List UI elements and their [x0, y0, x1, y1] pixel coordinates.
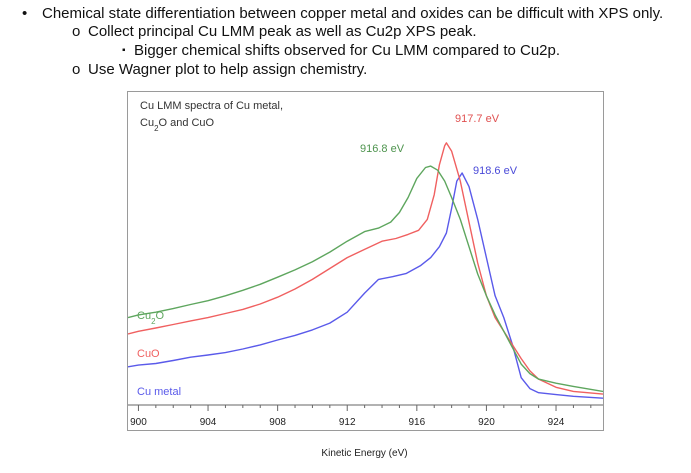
bullet-text: Collect principal Cu LMM peak as well as… — [88, 23, 477, 40]
series-line — [128, 165, 603, 393]
bullet-marker: o — [72, 23, 81, 40]
bullet-item: • Chemical state differentiation between… — [22, 4, 664, 25]
x-tick-label: 920 — [478, 417, 495, 428]
spectra-chart: 900 904 908 912 916 920 924 Cu LMM spectra of C… — [128, 100, 603, 428]
bullet-marker: • — [22, 5, 28, 22]
bullet-item: ▪ Bigger chemical shifts observed for Cu… — [122, 41, 561, 62]
peak-label: 918.6 eV — [473, 165, 518, 177]
series-line — [128, 172, 603, 399]
bullet-item: o Collect principal Cu LMM peak as well … — [72, 22, 477, 43]
bullet-marker: o — [72, 61, 81, 78]
x-tick-label: 924 — [548, 417, 565, 428]
x-tick-label: 912 — [339, 417, 356, 428]
x-tick-label: 908 — [269, 417, 286, 428]
bullet-list: • Chemical state differentiation between… — [0, 0, 691, 86]
bullet-text: Use Wagner plot to help assign chemistry… — [88, 61, 368, 78]
series-line — [128, 142, 603, 395]
series-label: Cu metal — [137, 386, 181, 398]
series-label: Cu2O — [137, 310, 164, 326]
x-tick-label: 904 — [200, 417, 217, 428]
x-axis-label: Kinetic Energy (eV) — [321, 448, 408, 459]
bullet-item: o Use Wagner plot to help assign chemist… — [72, 60, 368, 81]
x-tick-label: 916 — [408, 417, 425, 428]
peak-label: 916.8 eV — [360, 143, 405, 155]
x-tick-label: 900 — [130, 417, 147, 428]
chart-frame: 900 904 908 912 916 920 924 Cu LMM spectra of C… — [127, 91, 604, 431]
bullet-marker: ▪ — [122, 45, 126, 56]
chart-title: Cu2O and CuO — [140, 117, 215, 133]
chart-title: Cu LMM spectra of Cu metal, — [140, 100, 283, 112]
bullet-text: Bigger chemical shifts observed for Cu L… — [134, 42, 561, 59]
series-label: CuO — [137, 348, 160, 360]
bullet-text: Chemical state differentiation between c… — [42, 5, 664, 22]
peak-label: 917.7 eV — [455, 113, 500, 125]
